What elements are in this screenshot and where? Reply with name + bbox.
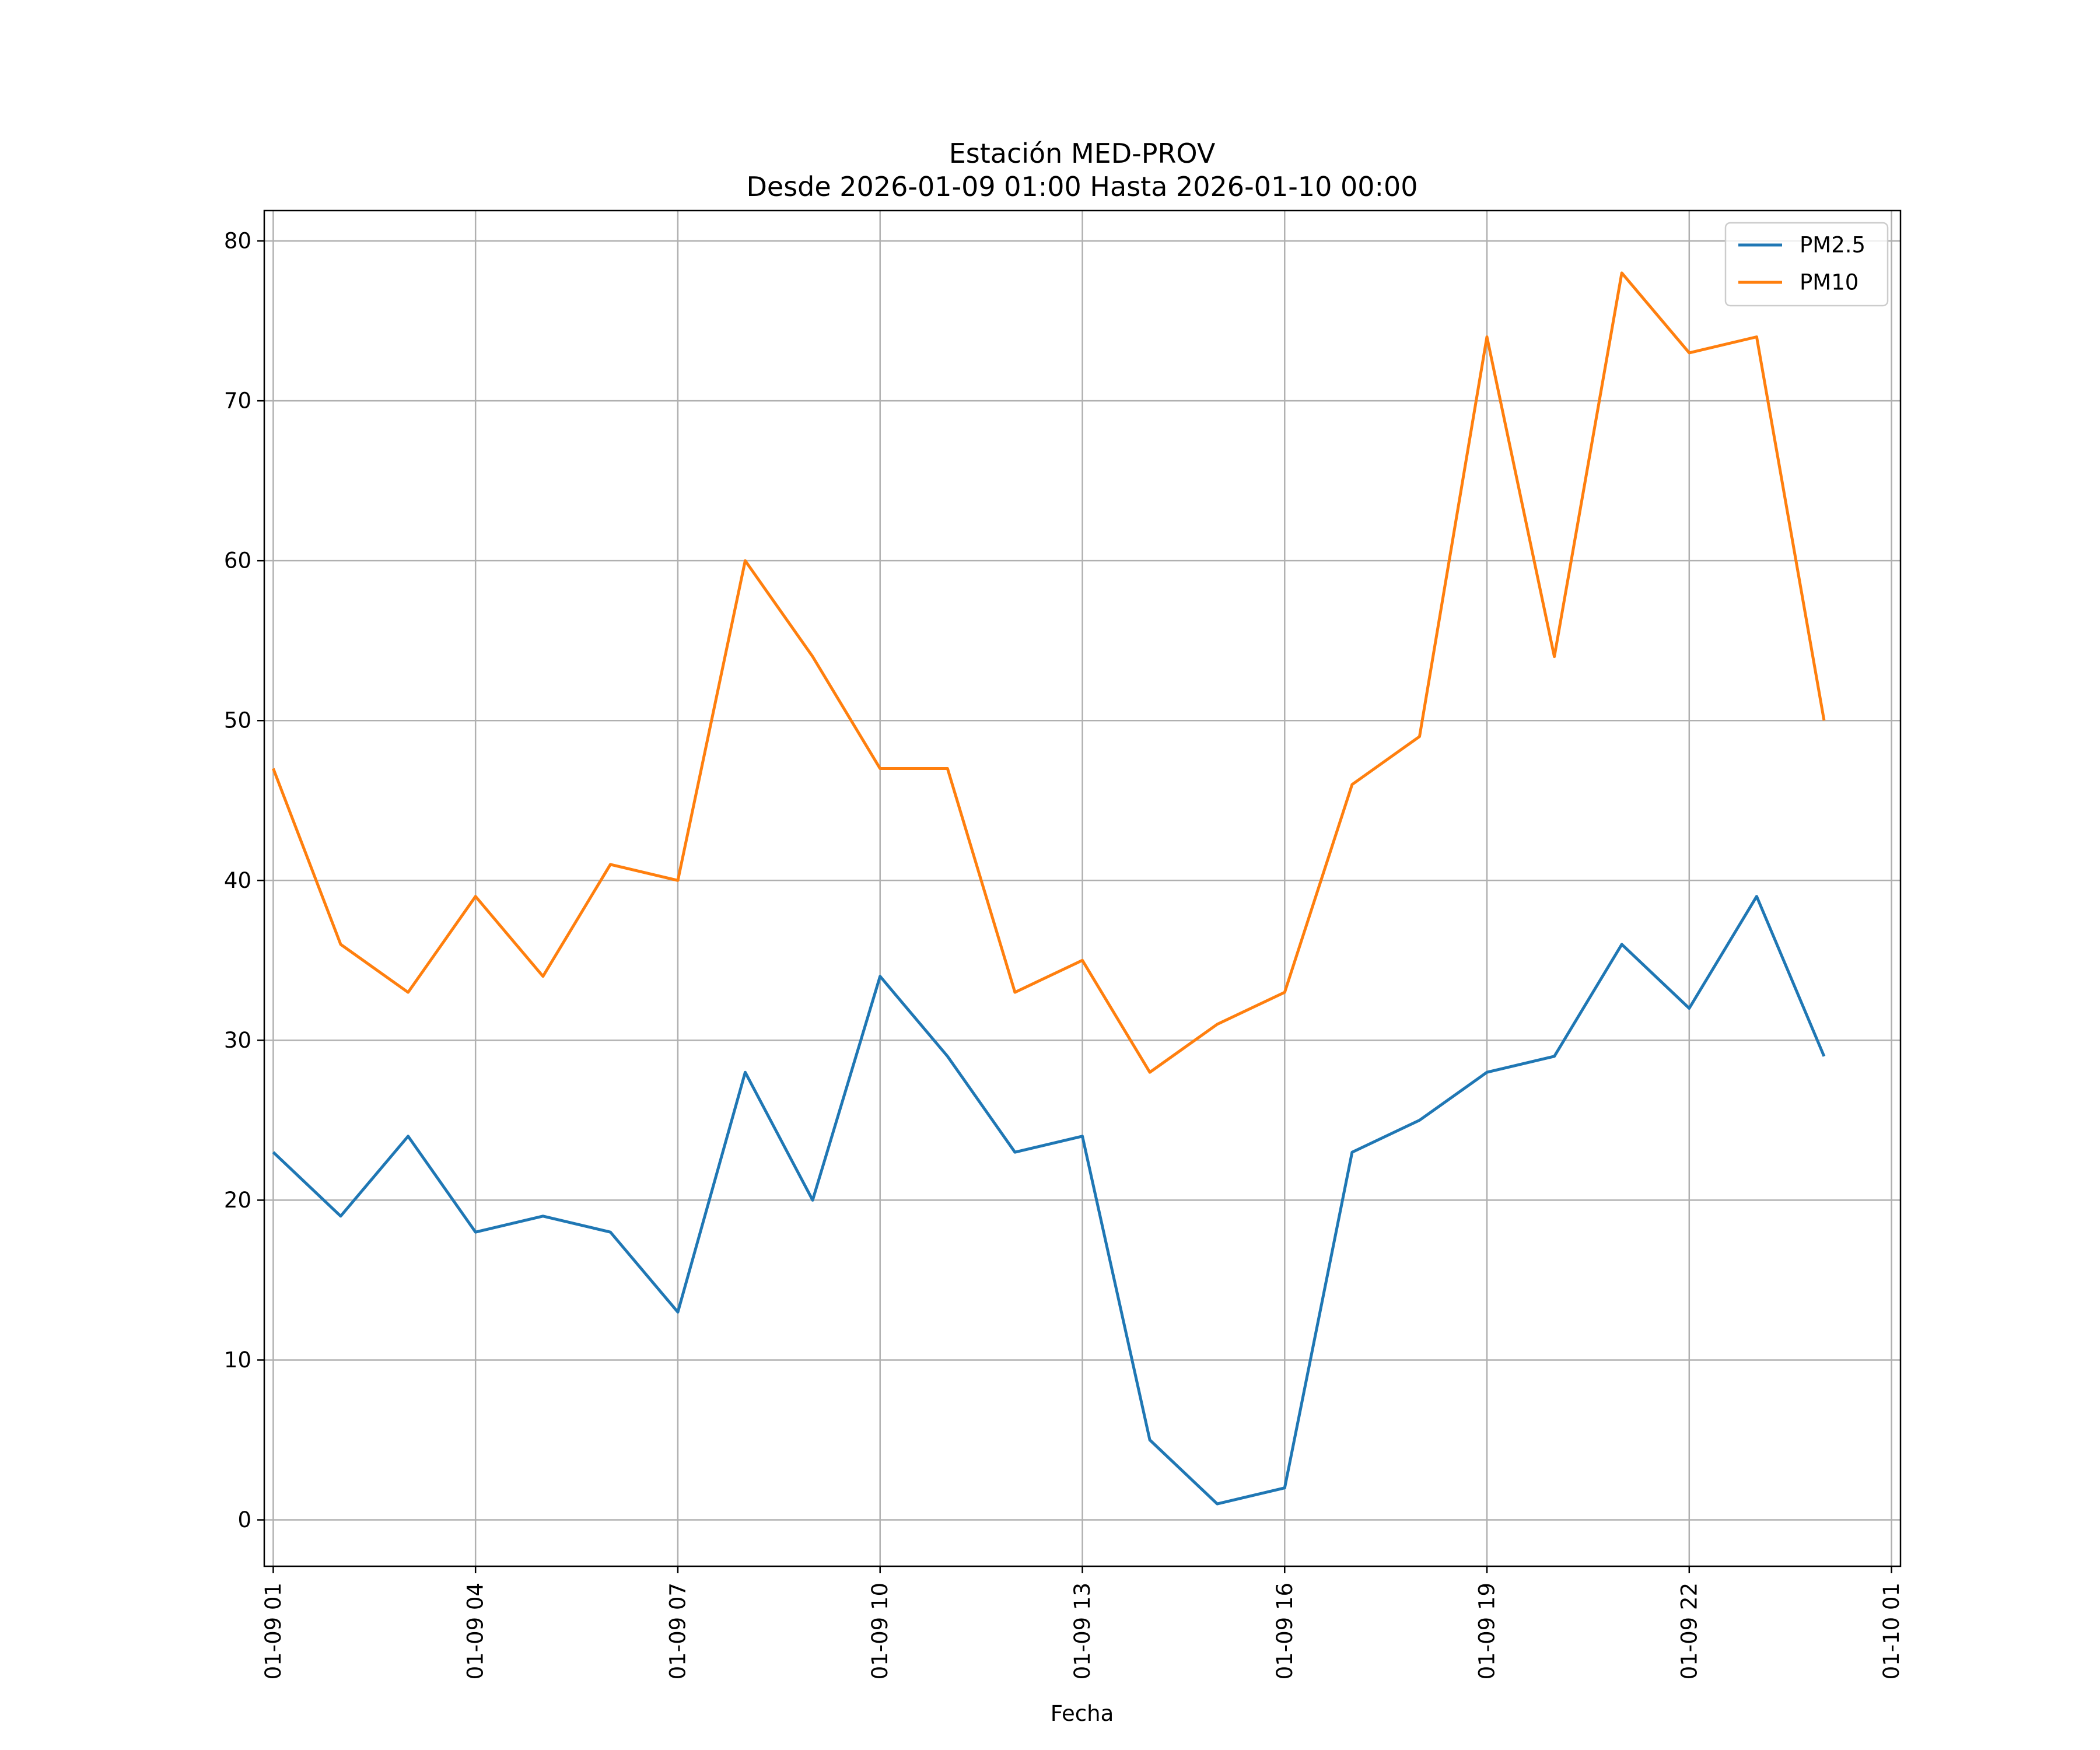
y-axis-ticks: 0 10 20 30 40 50 60 70 80 (224, 229, 264, 1532)
chart-subtitle: Desde 2026-01-09 01:00 Hasta 2026-01-10 … (746, 171, 1418, 202)
y-tick-label: 70 (224, 388, 251, 414)
x-tick-label: 01-09 04 (463, 1583, 488, 1679)
x-tick-label: 01-09 07 (665, 1583, 690, 1679)
x-axis-label: Fecha (1051, 1701, 1114, 1726)
series-line-pm25 (272, 895, 1826, 1506)
y-tick-label: 60 (224, 548, 251, 573)
x-tick-label: 01-09 19 (1475, 1583, 1500, 1679)
y-tick-label: 10 (224, 1348, 251, 1373)
legend-label: PM2.5 (1800, 233, 1866, 258)
y-tick-label: 20 (224, 1188, 251, 1213)
y-tick-label: 40 (224, 868, 251, 893)
legend: PM2.5 PM10 (1724, 222, 1889, 307)
x-tick-label: 01-09 13 (1070, 1583, 1095, 1679)
series-lines (272, 271, 1826, 1506)
x-tick-label: 01-09 16 (1272, 1583, 1297, 1679)
series-line-pm10 (272, 271, 1826, 1074)
chart-title: Estación MED-PROV (949, 138, 1216, 169)
x-tick-label: 01-09 22 (1676, 1583, 1702, 1679)
x-tick-label: 01-09 10 (867, 1583, 892, 1679)
grid (264, 211, 1901, 1566)
legend-label: PM10 (1800, 270, 1859, 295)
y-tick-label: 80 (224, 229, 251, 254)
y-tick-label: 50 (224, 708, 251, 733)
y-tick-label: 0 (237, 1507, 251, 1532)
x-axis-ticks: 01-09 01 01-09 04 01-09 07 01-09 10 01-09 13… (261, 1566, 1904, 1679)
y-tick-label: 30 (224, 1028, 251, 1053)
x-tick-label: 01-10 01 (1879, 1583, 1904, 1679)
x-tick-label: 01-09 01 (261, 1583, 286, 1679)
